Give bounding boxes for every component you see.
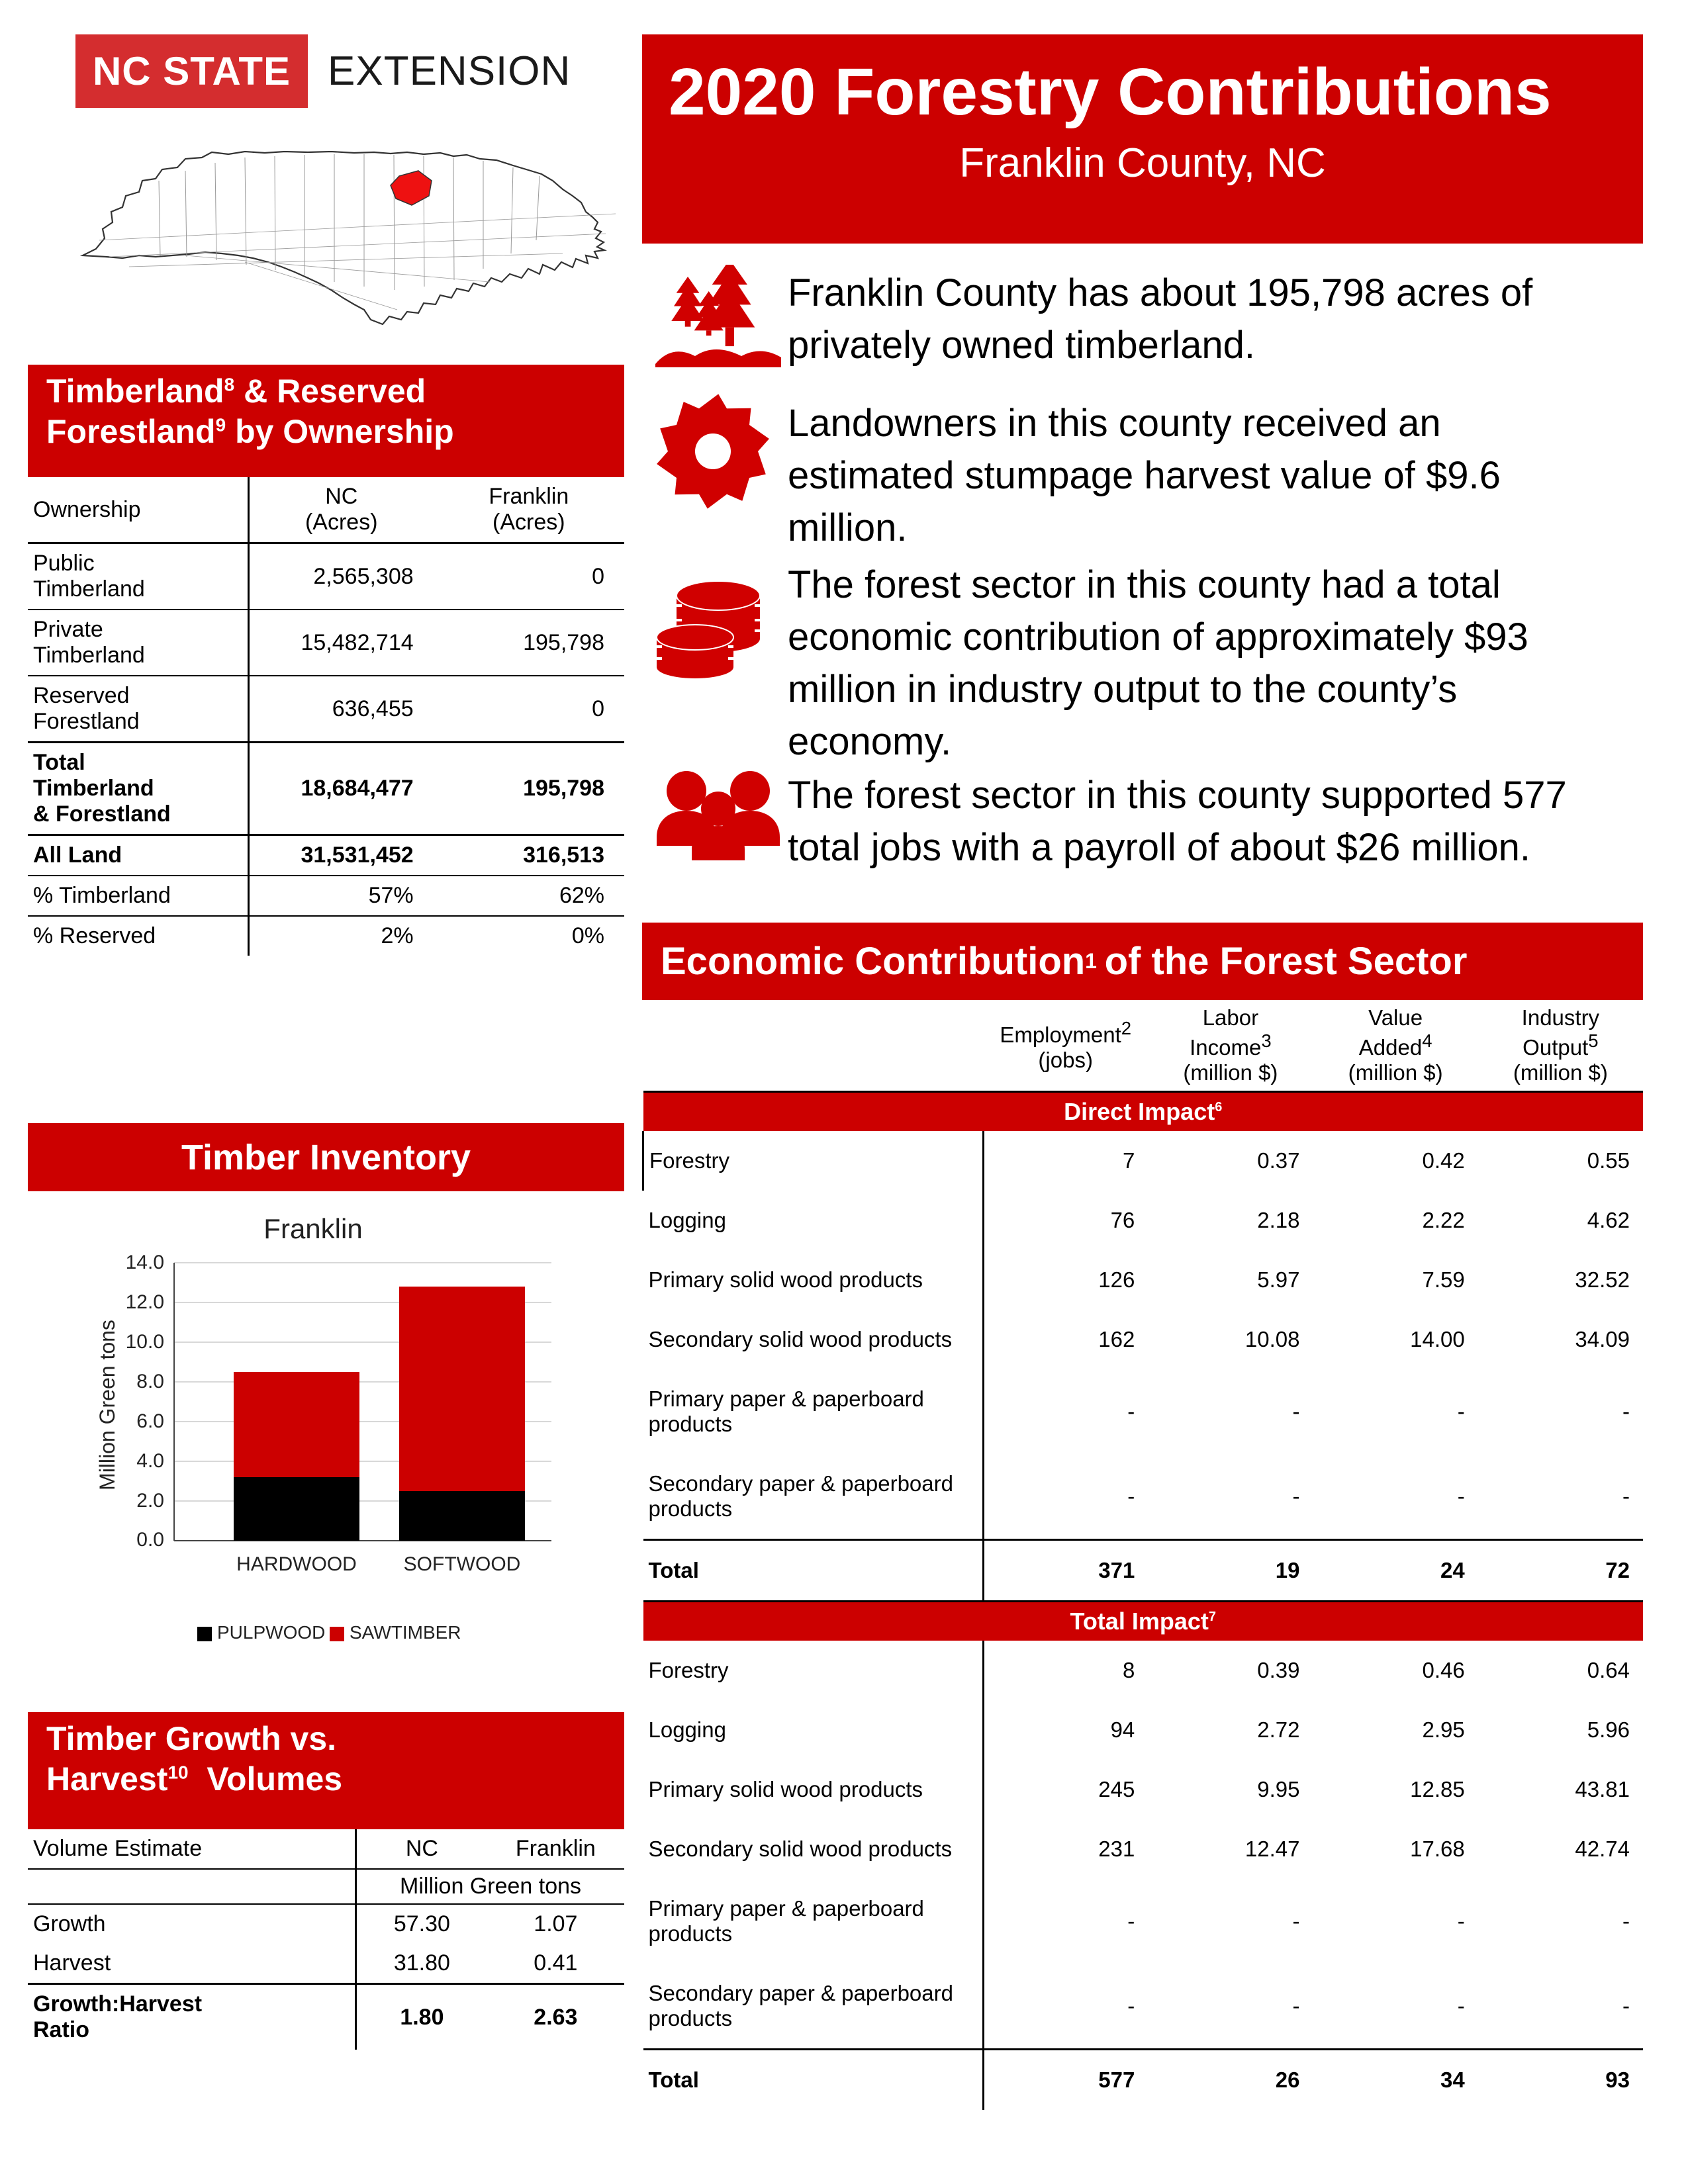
svg-text:12.0: 12.0 (126, 1291, 164, 1313)
svg-text:0.0: 0.0 (136, 1529, 164, 1551)
svg-text:6.0: 6.0 (136, 1410, 164, 1432)
svg-text:SAWTIMBER: SAWTIMBER (350, 1622, 461, 1643)
svg-text:PULPWOOD: PULPWOOD (217, 1622, 325, 1643)
svg-text:Million Green tons: Million Green tons (95, 1320, 119, 1490)
svg-text:SOFTWOOD: SOFTWOOD (404, 1553, 521, 1575)
svg-text:2.0: 2.0 (136, 1490, 164, 1512)
svg-text:4.0: 4.0 (136, 1450, 164, 1472)
svg-text:14.0: 14.0 (126, 1251, 164, 1273)
svg-text:HARDWOOD: HARDWOOD (236, 1553, 357, 1575)
svg-text:Franklin: Franklin (263, 1213, 362, 1244)
svg-text:10.0: 10.0 (126, 1331, 164, 1353)
svg-text:8.0: 8.0 (136, 1371, 164, 1392)
